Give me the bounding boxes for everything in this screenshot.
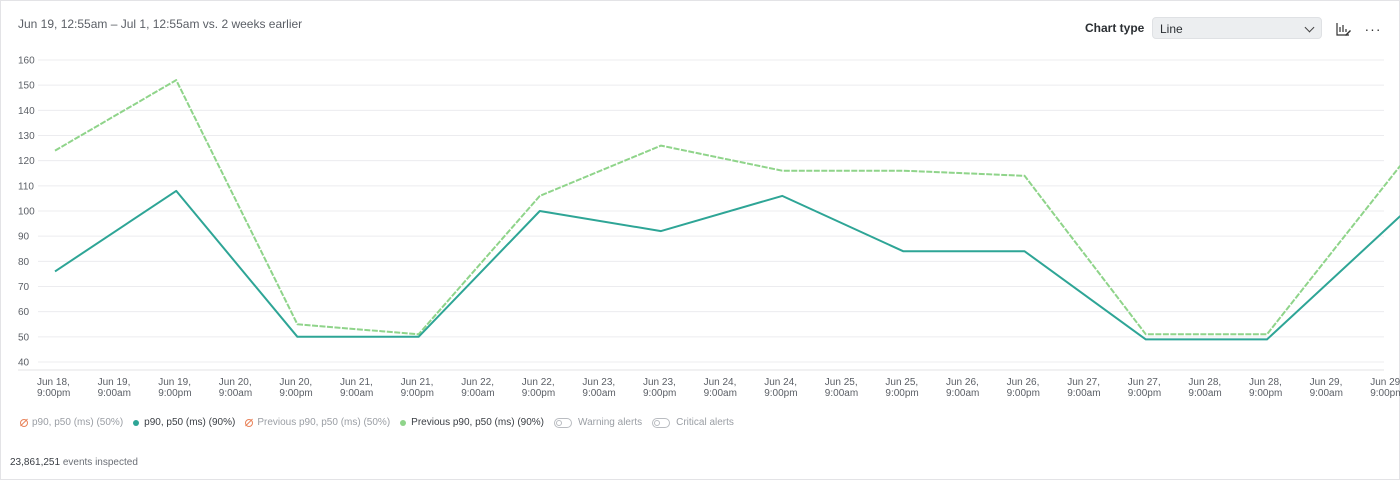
chart-type-value: Line	[1160, 22, 1183, 36]
legend: p90, p50 (ms) (50%) p90, p50 (ms) (90%) …	[20, 417, 744, 428]
legend-item-p50-current[interactable]: p90, p50 (ms) (50%)	[20, 417, 123, 428]
x-tick-label: 9:00am	[461, 388, 494, 399]
x-tick-label: 9:00pm	[1007, 388, 1040, 399]
chart-type-select[interactable]: Line	[1152, 17, 1322, 39]
chart-type-label: Chart type	[1085, 21, 1145, 35]
series-line	[54, 79, 1400, 336]
legend-label: Previous p90, p50 (ms) (50%)	[257, 417, 391, 428]
x-tick-label: Jun 25,	[825, 377, 858, 388]
x-tick-label: Jun 28,	[1249, 377, 1282, 388]
toggle-icon	[554, 417, 572, 428]
y-tick-label: 40	[18, 358, 30, 369]
x-tick-label: Jun 20,	[279, 377, 312, 388]
x-tick-label: Jun 27,	[1128, 377, 1161, 388]
time-range-title: Jun 19, 12:55am – Jul 1, 12:55am vs. 2 w…	[18, 17, 303, 31]
y-tick-label: 60	[18, 307, 30, 318]
legend-label: p90, p50 (ms) (50%)	[32, 417, 124, 428]
x-tick-label: 9:00am	[219, 388, 252, 399]
warning-alerts-toggle[interactable]: Warning alerts	[554, 417, 642, 428]
grid	[18, 59, 1384, 371]
x-tick-label: Jun 23,	[643, 377, 676, 388]
x-tick-label: Jun 23,	[582, 377, 615, 388]
critical-alerts-toggle[interactable]: Critical alerts	[652, 417, 734, 428]
series	[54, 79, 1400, 341]
hidden-series-icon	[20, 418, 28, 427]
events-count: 23,861,251	[10, 457, 61, 468]
series-line	[54, 189, 1400, 341]
y-tick-label: 50	[18, 332, 30, 343]
legend-item-p90-previous[interactable]: Previous p90, p50 (ms) (90%)	[400, 417, 544, 428]
x-tick-label: 9:00am	[946, 388, 979, 399]
x-tick-label: Jun 19,	[98, 377, 131, 388]
x-tick-label: Jun 20,	[219, 377, 252, 388]
x-tick-label: Jun 18,	[37, 377, 70, 388]
x-tick-label: 9:00pm	[37, 388, 70, 399]
y-tick-label: 160	[18, 56, 35, 67]
y-tick-label: 90	[18, 232, 30, 243]
x-tick-label: 9:00am	[1067, 388, 1100, 399]
legend-item-p90-current[interactable]: p90, p50 (ms) (90%)	[133, 417, 235, 428]
y-tick-label: 110	[18, 181, 34, 192]
x-tick-label: Jun 25,	[885, 377, 918, 388]
events-text: events inspected	[60, 457, 138, 468]
y-tick-label: 70	[18, 282, 30, 293]
x-tick-label: Jun 24,	[704, 377, 737, 388]
y-tick-label: 120	[18, 156, 35, 167]
y-tick-label: 140	[18, 106, 35, 117]
x-tick-label: 9:00pm	[764, 388, 797, 399]
x-tick-label: 9:00pm	[1249, 388, 1282, 399]
x-tick-label: Jun 22,	[461, 377, 494, 388]
x-tick-label: Jun 21,	[401, 377, 434, 388]
y-axis: 40 50 60 70 80 90 100 110 120 130 140 150 160	[18, 56, 35, 369]
toggle-icon	[652, 417, 671, 428]
chart-edit-icon	[1336, 23, 1351, 36]
y-tick-label: 130	[18, 131, 35, 142]
y-tick-label: 80	[18, 257, 30, 268]
x-tick-label: 9:00pm	[885, 388, 918, 399]
x-tick-label: Jun 27,	[1067, 377, 1100, 388]
chart-edit-button[interactable]	[1332, 18, 1354, 40]
x-tick-label: Jun 24,	[764, 377, 797, 388]
x-tick-label: 9:00pm	[643, 388, 676, 399]
x-tick-label: 9:00am	[825, 388, 858, 399]
more-icon: ···	[1364, 21, 1382, 37]
x-tick-label: Jun 28,	[1188, 377, 1221, 388]
x-tick-label: 9:00pm	[1128, 388, 1161, 399]
toggle-label: Warning alerts	[578, 417, 643, 428]
legend-label: Previous p90, p50 (ms) (90%)	[411, 417, 544, 428]
x-tick-label: Jun 29,	[1370, 377, 1400, 388]
x-tick-label: 9:00pm	[522, 388, 555, 399]
line-chart: 40 50 60 70 80 90 100 110 120 130 140 150 160 Jun 18…	[18, 56, 1400, 399]
x-tick-label: Jun 21,	[340, 377, 373, 388]
x-tick-label: Jun 19,	[158, 377, 191, 388]
x-tick-label: Jun 26,	[946, 377, 979, 388]
hidden-series-icon	[245, 418, 254, 427]
x-tick-label: 9:00pm	[158, 388, 191, 399]
y-tick-label: 100	[18, 207, 35, 218]
chevron-down-icon	[1304, 22, 1315, 33]
legend-label: p90, p50 (ms) (90%)	[144, 417, 236, 428]
y-tick-label: 150	[18, 81, 35, 92]
series-color-dot	[133, 419, 140, 426]
x-tick-label: Jun 29,	[1310, 377, 1343, 388]
x-tick-label: 9:00am	[1188, 388, 1221, 399]
toggle-label: Critical alerts	[676, 417, 734, 428]
x-tick-label: Jun 26,	[1007, 377, 1040, 388]
x-tick-label: 9:00am	[582, 388, 615, 399]
series-color-dot	[400, 419, 407, 426]
x-tick-label: Jun 22,	[522, 377, 555, 388]
x-tick-label: 9:00am	[1310, 388, 1343, 399]
x-tick-label: 9:00pm	[401, 388, 434, 399]
more-button[interactable]: ···	[1362, 18, 1384, 40]
legend-item-p50-previous[interactable]: Previous p90, p50 (ms) (50%)	[245, 417, 390, 428]
x-tick-label: 9:00pm	[279, 388, 312, 399]
x-tick-label: 9:00am	[704, 388, 737, 399]
events-inspected: 23,861,251 events inspected	[10, 457, 138, 468]
x-tick-label: 9:00am	[98, 388, 131, 399]
x-tick-label: 9:00am	[340, 388, 373, 399]
x-tick-label: 9:00pm	[1370, 388, 1400, 399]
